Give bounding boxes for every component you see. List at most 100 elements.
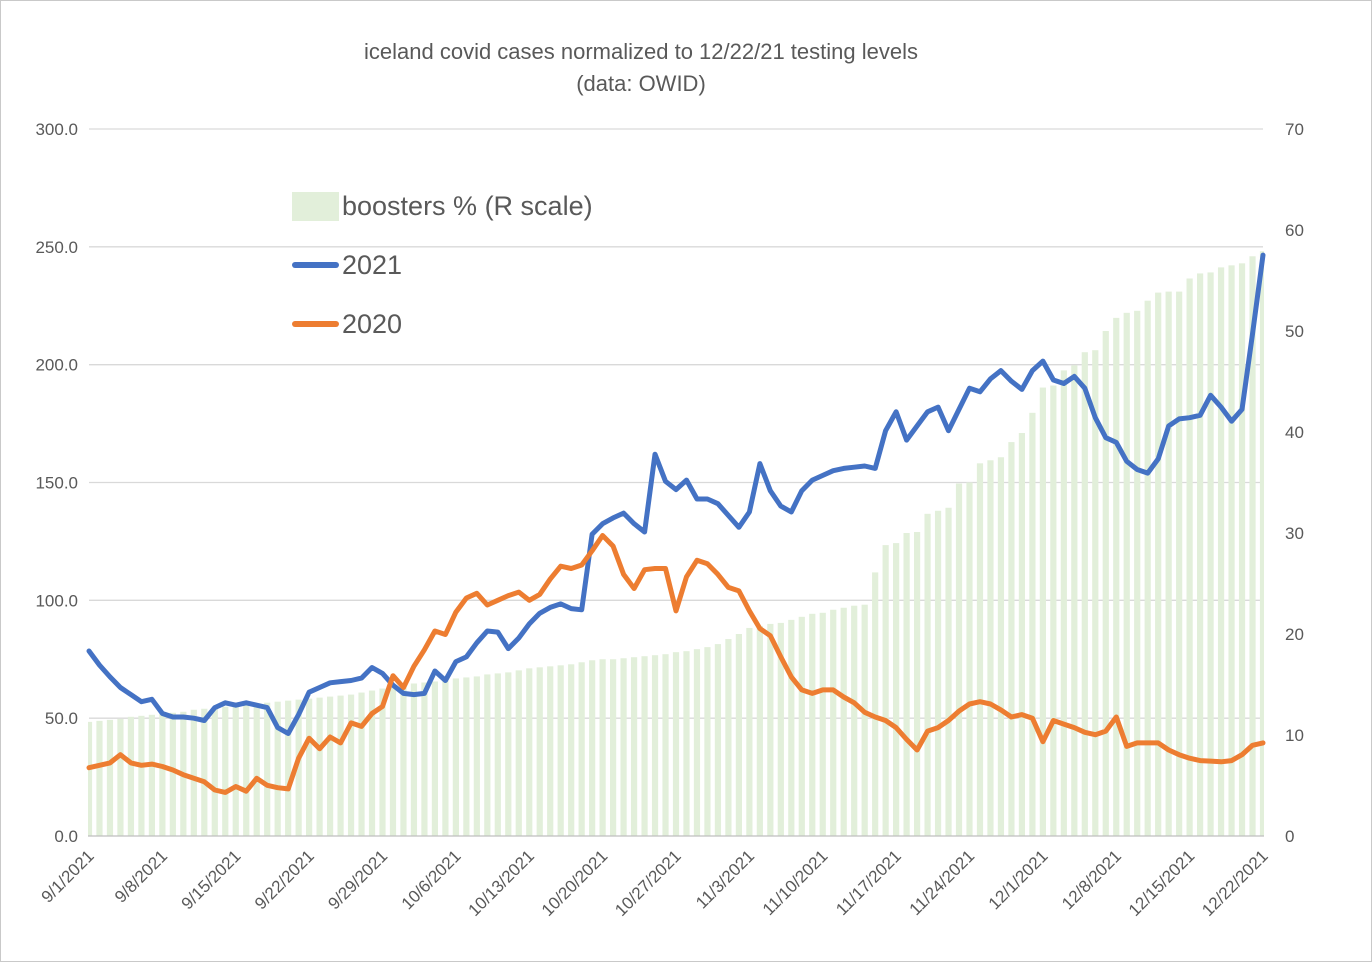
x-axis-tick-label: 10/13/2021 [464,846,538,920]
booster-bar [88,721,93,836]
booster-bar [620,658,627,836]
left-axis-tick-label: 100.0 [35,591,78,610]
booster-bar [756,625,763,836]
booster-bar [976,463,984,836]
chart-title-line2: (data: OWID) [576,71,706,96]
booster-bar [358,692,365,836]
booster-bar [127,716,135,836]
booster-bar [400,684,407,836]
line-2020 [86,533,1266,795]
x-axis-tick-label: 9/1/2021 [38,846,98,906]
booster-bar [1144,300,1151,836]
booster-bar [725,639,732,836]
left-axis-labels: 0.0 50.0 100.0 150.0 200.0 250.0 300.0 [35,120,78,846]
booster-bar [389,686,397,836]
booster-bar [945,507,952,836]
gridlines [89,128,1263,719]
booster-bar [243,704,250,836]
booster-bar [295,699,302,836]
booster-bar [1029,412,1036,836]
booster-bar [568,664,575,836]
booster-bar [1176,291,1183,836]
booster-bar [1008,442,1015,836]
line-2020-swatch-icon [292,321,339,327]
right-axis-tick-label: 60 [1285,221,1304,240]
left-axis-tick-label: 50.0 [45,709,78,728]
booster-bar [138,715,145,836]
booster-bar [630,657,638,836]
booster-bar [641,656,648,836]
booster-bar [1060,370,1067,836]
booster-bar [934,510,942,836]
right-axis-tick-label: 10 [1285,726,1304,745]
booster-bar [1092,350,1099,836]
booster-bar [410,683,418,836]
boosters-bars [88,251,1264,837]
booster-bar [505,672,512,836]
booster-bar [442,680,449,836]
x-axis-tick-label: 11/10/2021 [759,846,832,919]
booster-bar [316,697,323,836]
booster-bar [1186,278,1193,837]
booster-bar [903,533,910,836]
booster-bar [1039,387,1046,836]
x-axis-tick-label: 11/17/2021 [832,846,905,919]
legend-label-2021: 2021 [342,249,403,280]
booster-bar [1197,273,1204,836]
chart-title: iceland covid cases normalized to 12/22/… [1,37,1281,101]
booster-bar [1123,312,1130,836]
booster-bar [788,619,795,836]
left-axis-tick-label: 0.0 [54,827,78,846]
booster-bar [683,651,690,836]
chart-legend: boosters % (R scale) 2021 2020 [292,185,593,345]
booster-bar [1207,272,1214,836]
booster-bar [337,695,344,836]
booster-bar [1155,292,1162,836]
booster-bar [547,666,554,836]
booster-bar [1018,433,1026,836]
booster-bar [872,572,879,836]
booster-bar [148,714,155,836]
left-axis-tick-label: 150.0 [35,474,78,493]
x-axis-tick-label: 9/29/2021 [324,846,391,913]
x-axis-tick-label: 9/22/2021 [251,846,318,913]
booster-bar [924,513,931,836]
booster-bar [1165,291,1172,836]
x-axis-labels: 9/1/2021 9/8/2021 9/15/2021 9/22/2021 9/29/2… [38,846,1272,920]
booster-bar [368,690,376,836]
booster-bar [1134,310,1141,836]
right-axis-tick-label: 70 [1285,120,1304,139]
left-axis-tick-label: 250.0 [35,238,78,257]
booster-bar [861,604,868,836]
booster-bar [190,709,197,836]
x-axis-tick-label: 12/22/2021 [1198,846,1272,920]
x-axis-tick-label: 9/15/2021 [178,846,245,913]
legend-item-2021: 2021 [292,244,593,286]
booster-bar [285,700,292,836]
booster-bar [1228,265,1235,837]
booster-bar [421,682,428,836]
booster-bar [473,676,480,836]
booster-bar [662,654,669,836]
booster-bar [819,612,826,836]
booster-bar [966,482,973,836]
booster-bar [1071,365,1078,836]
x-axis-tick-label: 11/24/2021 [906,846,979,919]
right-axis-labels: 0 10 20 30 40 50 60 70 [1285,120,1304,846]
booster-bar [452,678,459,836]
booster-bar [326,696,334,836]
booster-bar [211,707,218,836]
booster-bar [714,644,722,836]
booster-bar [379,688,386,836]
right-axis-tick-label: 20 [1285,625,1304,644]
legend-item-boosters: boosters % (R scale) [292,185,593,227]
booster-bar [672,652,680,836]
booster-bar [1259,251,1264,836]
booster-bar [599,659,606,836]
booster-bar [557,665,564,836]
x-axis-tick-label: 10/20/2021 [538,846,612,920]
left-axis-tick-label: 200.0 [35,356,78,375]
right-axis-tick-label: 50 [1285,322,1304,341]
